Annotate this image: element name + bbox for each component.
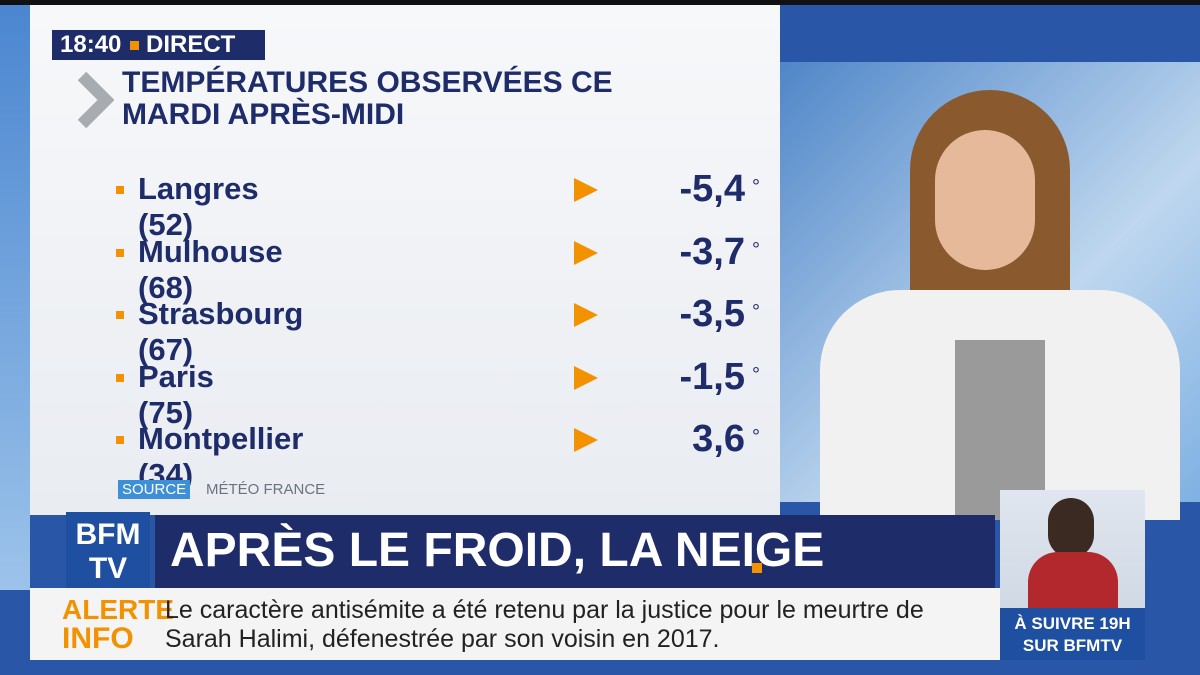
city: Langres (52) — [138, 171, 259, 242]
degree: ° — [752, 176, 760, 198]
chevron — [78, 72, 114, 128]
temperature: -1,5 — [679, 355, 745, 398]
ticker-line-1: Le caractère antisémite a été retenu par… — [165, 596, 924, 624]
status: DIRECT — [146, 31, 236, 58]
panel — [30, 5, 780, 515]
arrow — [574, 240, 598, 265]
next-face — [1048, 498, 1094, 558]
arrow — [574, 428, 598, 452]
headline-bar — [155, 515, 995, 588]
city: Strasbourg (67) — [138, 296, 304, 367]
next-body — [1028, 552, 1118, 612]
ticker-label-bottom: INFO — [62, 622, 134, 655]
source: MÉTÉO FRANCE — [206, 481, 326, 498]
temperature: 3,6 — [692, 418, 745, 460]
city: Paris (75) — [138, 358, 214, 430]
panel-title-2: MARDI APRÈS-MIDI — [122, 98, 405, 131]
headline-dot — [752, 563, 762, 573]
top-strip — [0, 0, 1200, 5]
logo-top: BFM — [75, 518, 141, 551]
ticker-label-top: ALERTE — [62, 594, 174, 625]
degree: ° — [752, 426, 760, 448]
face — [935, 130, 1035, 270]
next-inset — [1000, 490, 1145, 660]
time: 18:40 — [60, 31, 122, 58]
status-dot — [130, 41, 139, 50]
logo: BFM TV — [66, 512, 150, 590]
degree: ° — [752, 238, 760, 261]
bullet — [116, 436, 124, 444]
logo-bottom: TV — [88, 552, 128, 585]
temperature: -3,5 — [679, 293, 745, 335]
next-line-1: À SUIVRE 19H — [1014, 614, 1131, 633]
degree: ° — [752, 363, 760, 386]
bullet — [116, 248, 124, 257]
source-label: SOURCE — [118, 480, 191, 499]
bullet — [116, 373, 124, 382]
ticker — [30, 588, 1000, 660]
left-edge — [0, 5, 30, 590]
bullet — [116, 186, 124, 194]
presenter — [820, 90, 1180, 520]
city: Mulhouse (68) — [138, 233, 283, 305]
arrow — [574, 365, 598, 390]
clock: 18:40 DIRECT — [52, 30, 265, 60]
ticker-line-2: Sarah Halimi, défenestrée par son voisin… — [165, 625, 720, 653]
headline: APRÈS LE FROID, LA NEIGE — [170, 524, 825, 577]
degree: ° — [752, 301, 760, 323]
next-line-2: SUR BFMTV — [1022, 636, 1123, 655]
temperature: -3,7 — [679, 230, 745, 273]
arrow — [574, 178, 598, 202]
next-caption — [1000, 608, 1145, 660]
bullet — [116, 311, 124, 319]
panel-title-1: TEMPÉRATURES OBSERVÉES CE — [122, 66, 613, 99]
temperature: -5,4 — [679, 168, 745, 210]
arrow — [574, 303, 598, 327]
